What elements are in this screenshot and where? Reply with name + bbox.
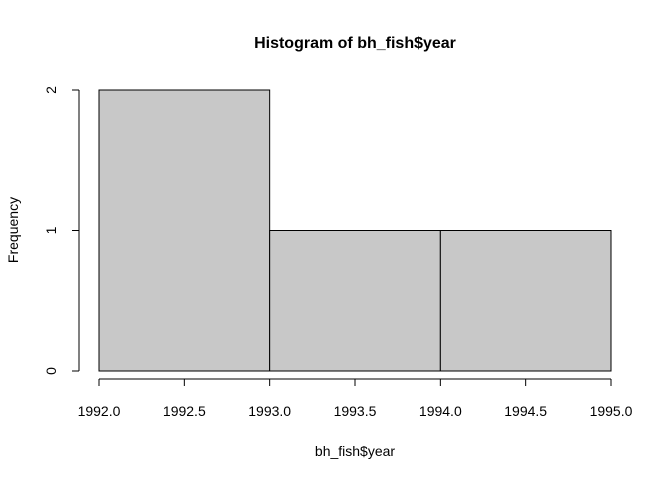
y-tick-label: 1 [43, 226, 59, 234]
x-tick-label: 1994.0 [419, 403, 462, 419]
histogram-bar-1 [98, 89, 271, 372]
y-axis-label: Frequency [5, 197, 21, 263]
histogram-bar-3 [439, 230, 612, 372]
x-axis: 1992.0 1992.5 1993.0 1993.5 1994.0 1994.5 1995… [78, 378, 633, 419]
x-tick-label: 1993.5 [334, 403, 377, 419]
x-tick-label: 1992.0 [78, 403, 121, 419]
bars-group [98, 89, 612, 372]
x-tick-label: 1992.5 [163, 403, 206, 419]
x-tick-label: 1993.0 [248, 403, 291, 419]
y-tick-label: 0 [43, 367, 59, 375]
x-axis-label: bh_fish$year [315, 443, 396, 459]
y-tick-label: 2 [43, 86, 59, 94]
histogram-bar-2 [269, 230, 441, 372]
y-axis: 0 1 2 [43, 86, 80, 375]
chart-title: Histogram of bh_fish$year [254, 35, 456, 52]
x-tick-label: 1994.5 [504, 403, 547, 419]
x-tick-label: 1995.0 [590, 403, 633, 419]
